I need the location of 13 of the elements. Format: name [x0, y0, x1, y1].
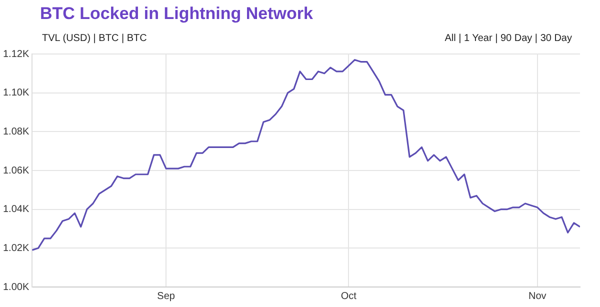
chart-title: BTC Locked in Lightning Network — [40, 4, 313, 24]
text: TVL (USD) | BTC | BTC — [42, 33, 147, 44]
x-tick-label: Oct — [340, 290, 357, 302]
y-tick-label: 1.08K — [2, 126, 30, 138]
y-tick-label: 1.02K — [2, 242, 30, 254]
text: All | 1 Year | 90 Day | 30 Day — [444, 33, 572, 44]
y-tick-label: 1.00K — [2, 282, 30, 293]
y-tick-label: 1.04K — [2, 204, 30, 216]
x-tick-label: Sep — [157, 290, 176, 302]
y-tick-label: 1.10K — [2, 88, 30, 99]
x-tick-label: Nov — [528, 290, 546, 302]
y-tick-label: 1.12K — [2, 48, 30, 60]
y-tick-label: 1.06K — [2, 165, 30, 176]
